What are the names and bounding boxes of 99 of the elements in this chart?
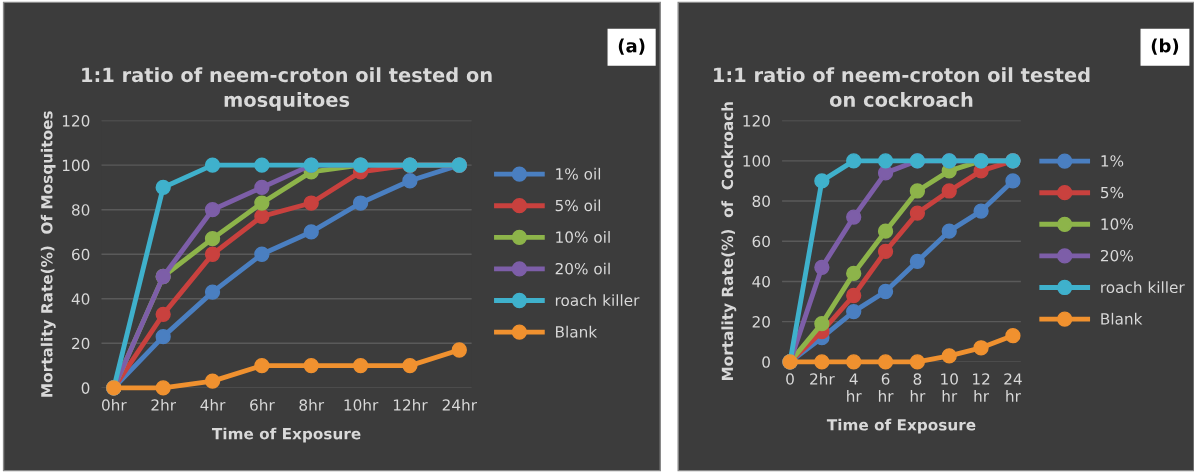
y-tick-label: 60 [752, 235, 770, 248]
point [877, 165, 894, 181]
x-tick-label: 12 hr [973, 373, 990, 402]
point [254, 246, 270, 262]
point [254, 179, 270, 196]
y-tick-label: 120 [62, 115, 90, 127]
legend-label: roach killer [1101, 281, 1185, 294]
point [846, 153, 862, 169]
y-tick-label: 40 [71, 293, 90, 305]
x-tick-label: 8hr [299, 398, 325, 411]
point [909, 354, 926, 370]
legend-label: roach killer [555, 294, 640, 307]
x-tick-label: 4 hr [847, 373, 862, 402]
point [155, 328, 171, 345]
x-tick-label: 2hr [810, 372, 835, 385]
point [846, 265, 862, 282]
point [973, 340, 989, 356]
point [814, 316, 830, 332]
point [909, 205, 926, 221]
text: (a) [618, 38, 645, 55]
point [846, 354, 862, 370]
point [877, 153, 894, 169]
point [204, 284, 221, 300]
y-tick-label: 0 [762, 356, 770, 368]
x-tick-label: 6hr [250, 398, 275, 411]
point [155, 380, 171, 396]
x-tick-label: 0 [786, 373, 794, 385]
point [877, 223, 894, 239]
legend-label: 5% [1101, 186, 1124, 199]
point [877, 243, 894, 259]
x-tick-label: 10 hr [941, 373, 958, 402]
y-tick-label: 100 [743, 155, 770, 167]
legend-label: 20% oil [555, 262, 610, 275]
x-tick-label: 2hr [151, 398, 177, 411]
point [909, 253, 926, 269]
legend-label: Blank [1101, 312, 1143, 325]
legend-label: 1% oil [556, 167, 601, 180]
point [303, 195, 319, 211]
point [846, 287, 862, 304]
y-axis-title: Mortality Rate(%) of Cockroach [721, 102, 737, 381]
x-tick-label: 0hr [101, 398, 127, 411]
x-tick-label: 24hr [442, 398, 477, 411]
point [814, 354, 830, 370]
point [204, 246, 221, 262]
legend-label: 20% [1100, 249, 1133, 262]
point [402, 357, 418, 374]
point [352, 195, 369, 211]
point [941, 223, 957, 239]
point [973, 203, 989, 219]
point [1005, 328, 1021, 344]
point [877, 283, 894, 300]
legend-label: 5% oil [555, 199, 601, 212]
y-tick-label: 80 [752, 195, 770, 208]
y-tick-label: 60 [72, 248, 90, 261]
x-axis-title: Time of Exposure [211, 427, 361, 443]
x-axis-title: Time of Exposure [826, 418, 976, 434]
legend-label: 1% [1101, 155, 1124, 167]
point [941, 348, 957, 364]
x-tick-label: 10hr [344, 398, 379, 411]
y-axis-title: Mortality Rate(%) Of Mosquitoes [40, 111, 56, 397]
point [204, 373, 221, 389]
point [303, 357, 319, 374]
point [451, 342, 467, 358]
y-tick-label: 120 [743, 115, 770, 127]
x-tick-label: 6 hr [878, 373, 894, 402]
point [254, 208, 270, 225]
point [877, 354, 894, 370]
legend-label: Blank [556, 325, 598, 338]
point [941, 183, 957, 199]
x-tick-label: 8 hr [910, 373, 926, 402]
point [204, 157, 221, 173]
text: (b) [1151, 38, 1179, 55]
y-tick-label: 80 [71, 204, 90, 216]
point [254, 357, 270, 374]
x-tick-label: 24 hr [1004, 373, 1022, 402]
point [254, 195, 270, 211]
y-tick-label: 20 [752, 316, 770, 328]
point [204, 231, 221, 247]
point [254, 157, 270, 173]
y-tick-label: 20 [72, 337, 90, 350]
point [352, 357, 369, 374]
point [204, 202, 221, 218]
point [846, 303, 862, 320]
legend-label: 10% [1101, 218, 1133, 230]
point [909, 183, 926, 199]
x-tick-label: 12hr [393, 398, 428, 411]
legend-label: 10% oil [556, 231, 610, 243]
point [303, 224, 319, 240]
y-tick-label: 40 [752, 275, 770, 288]
chart-title: 1:1 ratio of neem-croton oil tested on mosquitoes [82, 67, 492, 111]
point [1005, 173, 1021, 189]
point [155, 306, 171, 323]
point [846, 209, 862, 225]
point [814, 259, 830, 276]
y-tick-label: 100 [62, 159, 90, 172]
point [402, 173, 418, 189]
point [155, 179, 171, 196]
x-tick-label: 4hr [200, 398, 226, 411]
point [814, 173, 830, 189]
